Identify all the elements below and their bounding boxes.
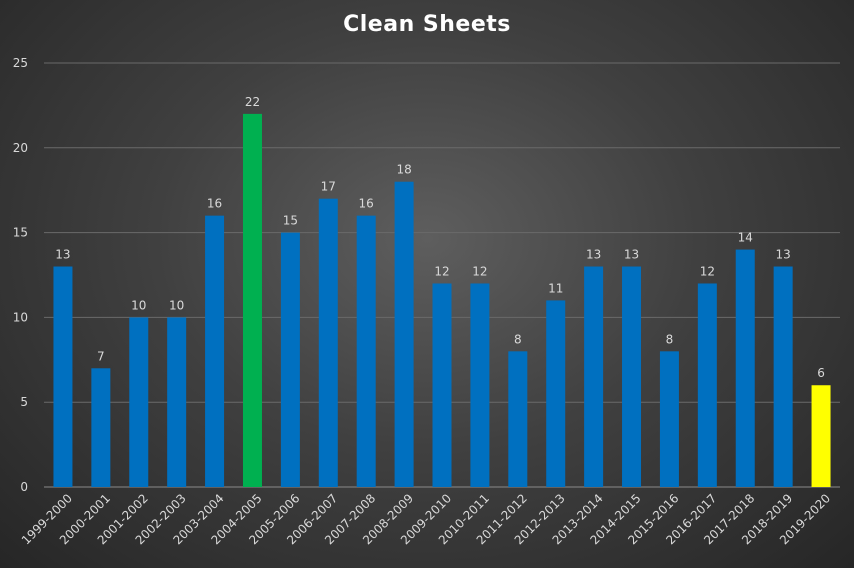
- data-label: 6: [817, 366, 825, 380]
- bar: [584, 266, 604, 487]
- data-labels: 13 7 10 10 16 22 15 17 16 18 12 12 8 11 13 13 8 12 14 13 6: [55, 95, 825, 380]
- y-tick-label: 25: [13, 56, 28, 70]
- bar: [280, 232, 300, 487]
- bar: [773, 266, 793, 487]
- bar: [356, 215, 376, 487]
- data-label: 17: [321, 180, 336, 194]
- bar: [811, 385, 831, 487]
- data-label: 18: [396, 163, 411, 177]
- data-label: 13: [55, 248, 70, 262]
- chart-title: Clean Sheets: [343, 12, 511, 37]
- bar: [546, 300, 566, 487]
- data-label: 22: [245, 95, 260, 109]
- bar: [205, 215, 225, 487]
- y-tick-label: 5: [20, 395, 28, 409]
- y-tick-label: 15: [13, 226, 28, 240]
- bar: [508, 351, 528, 487]
- bar: [735, 249, 755, 487]
- y-axis-ticks: 0 5 10 15 20 25: [13, 56, 28, 494]
- y-tick-label: 0: [20, 480, 28, 494]
- data-label: 15: [283, 214, 298, 228]
- bar: [659, 351, 679, 487]
- data-label: 16: [359, 197, 374, 211]
- bars: [53, 113, 831, 487]
- bar: [129, 317, 149, 487]
- data-label: 13: [624, 248, 639, 262]
- bar: [470, 283, 490, 487]
- data-label: 10: [131, 298, 146, 312]
- bar: [91, 368, 111, 487]
- data-label: 14: [738, 231, 753, 245]
- data-label: 13: [586, 248, 601, 262]
- bar: [242, 113, 262, 487]
- data-label: 10: [169, 298, 184, 312]
- data-label: 12: [700, 264, 715, 278]
- bar: [432, 283, 452, 487]
- data-label: 8: [514, 332, 522, 346]
- bar: [394, 181, 414, 487]
- data-label: 8: [666, 332, 674, 346]
- data-label: 12: [434, 264, 449, 278]
- data-label: 12: [472, 264, 487, 278]
- bar: [53, 266, 73, 487]
- bar: [318, 198, 338, 487]
- y-tick-label: 20: [13, 141, 28, 155]
- bar: [622, 266, 642, 487]
- bar: [167, 317, 187, 487]
- x-axis-labels: 1999-20002000-20012001-20022002-20032003…: [19, 491, 833, 547]
- bar: [697, 283, 717, 487]
- data-label: 7: [97, 349, 105, 363]
- data-label: 13: [776, 248, 791, 262]
- data-label: 11: [548, 281, 563, 295]
- data-label: 16: [207, 197, 222, 211]
- y-tick-label: 10: [13, 310, 28, 324]
